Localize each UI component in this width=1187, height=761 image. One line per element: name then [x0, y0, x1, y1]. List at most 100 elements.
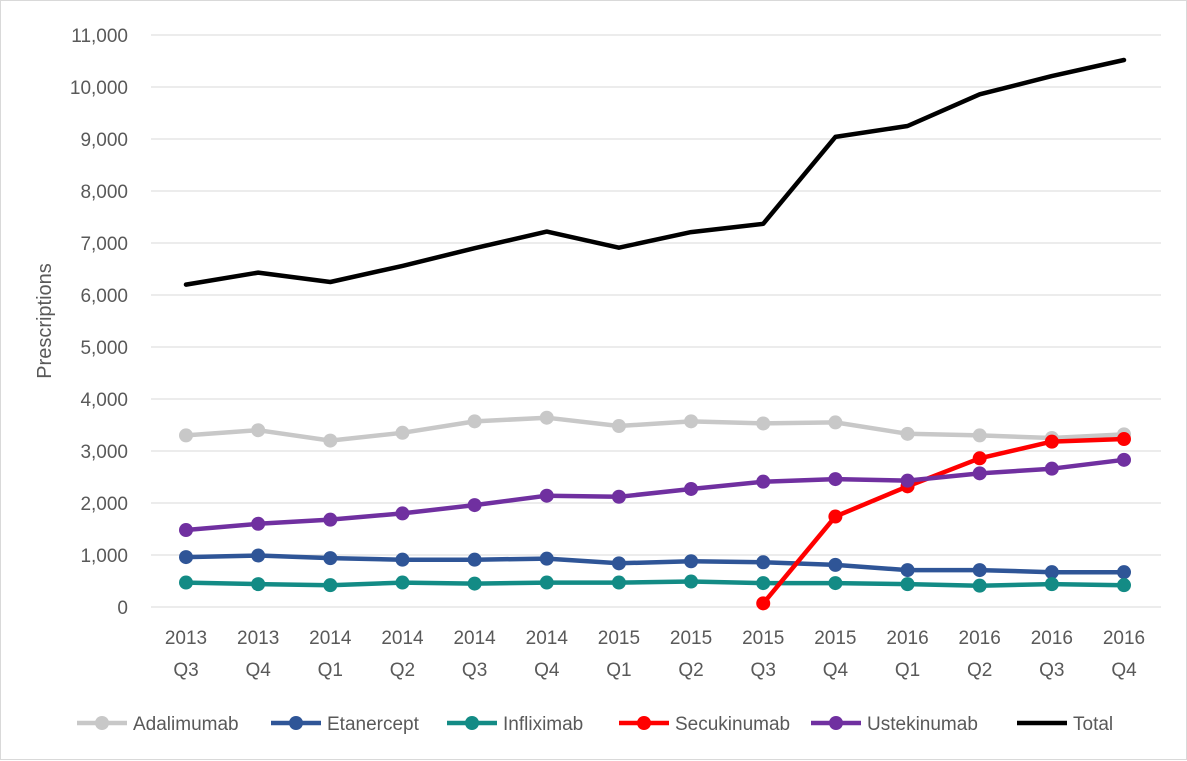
data-point [611, 489, 626, 504]
y-tick-label: 3,000 [80, 442, 128, 463]
legend-item-etanercept: Etanercept [271, 714, 420, 735]
legend-item-infliximab: Infliximab [447, 714, 583, 735]
data-point [684, 574, 699, 589]
series-line [760, 436, 1127, 606]
data-point [1117, 452, 1131, 467]
data-point [1117, 578, 1131, 593]
data-point [1044, 461, 1059, 476]
x-tick-label-year: 2014 [309, 628, 352, 649]
legend: Adalimumab Etanercept Infliximab Secukinuma… [77, 714, 1113, 735]
x-tick-label-quarter: Q2 [678, 660, 703, 681]
legend-label: Etanercept [327, 714, 420, 735]
series-ustekinumab [179, 452, 1131, 538]
y-tick-label: 6,000 [80, 286, 128, 307]
y-axis-ticks: 0 1,000 2,000 3,000 4,000 5,000 6,000 7,000 8,00… [70, 26, 128, 619]
legend-label: Secukinumab [675, 714, 790, 735]
x-tick-label-quarter: Q1 [318, 660, 343, 681]
data-point [323, 433, 338, 448]
data-point [467, 498, 482, 513]
data-point [684, 554, 699, 569]
data-point [1044, 434, 1059, 449]
data-point [756, 474, 771, 489]
series-adalimumab [179, 410, 1131, 448]
y-tick-label: 2,000 [80, 494, 128, 515]
data-point [756, 576, 771, 591]
data-point [395, 552, 410, 567]
x-tick-label-year: 2014 [381, 628, 424, 649]
y-tick-label: 11,000 [71, 26, 128, 47]
series-etanercept [179, 548, 1131, 580]
data-point [972, 563, 987, 578]
data-point [323, 512, 338, 527]
x-tick-label-year: 2014 [453, 628, 496, 649]
data-point [900, 577, 915, 592]
x-tick-label-quarter: Q4 [534, 660, 560, 681]
data-point [1044, 565, 1059, 580]
data-point [900, 426, 915, 441]
legend-swatch-marker [95, 716, 109, 730]
data-point [251, 516, 266, 531]
data-point [539, 410, 554, 425]
data-point [611, 575, 626, 590]
y-tick-label: 4,000 [80, 390, 128, 411]
data-point [1044, 577, 1059, 592]
data-point [251, 423, 266, 438]
x-tick-label-year: 2015 [814, 628, 856, 649]
data-point [972, 466, 987, 481]
x-tick-label-quarter: Q1 [895, 660, 920, 681]
x-tick-label-year: 2016 [1103, 628, 1145, 649]
data-point [539, 488, 554, 503]
x-tick-label-year: 2015 [742, 628, 784, 649]
data-point [395, 575, 410, 590]
x-axis-ticks: 2013 Q3 2013 Q4 2014 Q1 2014 Q2 2014 Q3 2014 Q4 2015… [165, 628, 1145, 681]
x-tick-label-year: 2016 [1031, 628, 1073, 649]
data-point [179, 575, 193, 590]
legend-swatch-marker [465, 716, 479, 730]
series-line [183, 457, 1127, 533]
x-tick-label-year: 2016 [959, 628, 1001, 649]
x-tick-label-quarter: Q1 [606, 660, 631, 681]
data-point [179, 428, 193, 443]
data-point [900, 473, 915, 488]
data-point [828, 509, 843, 524]
x-tick-label-year: 2014 [526, 628, 569, 649]
data-point [972, 578, 987, 593]
data-point [684, 414, 699, 429]
x-tick-label-quarter: Q2 [967, 660, 992, 681]
legend-swatch-marker [829, 716, 843, 730]
legend-label: Adalimumab [133, 714, 239, 735]
data-point [179, 550, 193, 565]
legend-swatch-marker [289, 716, 303, 730]
legend-label: Total [1073, 714, 1113, 735]
data-point [828, 557, 843, 572]
y-tick-label: 9,000 [80, 130, 128, 151]
x-tick-label-quarter: Q4 [1111, 660, 1137, 681]
series-infliximab [179, 574, 1131, 593]
data-point [395, 506, 410, 521]
legend-label: Ustekinumab [867, 714, 978, 735]
y-axis-title: Prescriptions [34, 263, 56, 379]
data-point [828, 576, 843, 591]
data-point [251, 548, 266, 563]
series-line [183, 57, 1127, 287]
x-tick-label-year: 2013 [237, 628, 279, 649]
x-tick-label-year: 2015 [670, 628, 712, 649]
series-line [183, 415, 1127, 443]
legend-swatch-marker [637, 716, 651, 730]
gridlines [151, 34, 1161, 608]
data-point [756, 596, 771, 611]
data-point [756, 555, 771, 570]
data-point [611, 419, 626, 434]
data-point [467, 414, 482, 429]
data-point [395, 425, 410, 440]
x-tick-label-quarter: Q4 [245, 660, 271, 681]
y-tick-label: 1,000 [80, 546, 128, 567]
y-tick-label: 8,000 [80, 182, 128, 203]
data-point [684, 481, 699, 496]
data-point [828, 472, 843, 487]
data-point [323, 551, 338, 566]
series-line [183, 579, 1127, 588]
x-tick-label-quarter: Q3 [462, 660, 487, 681]
